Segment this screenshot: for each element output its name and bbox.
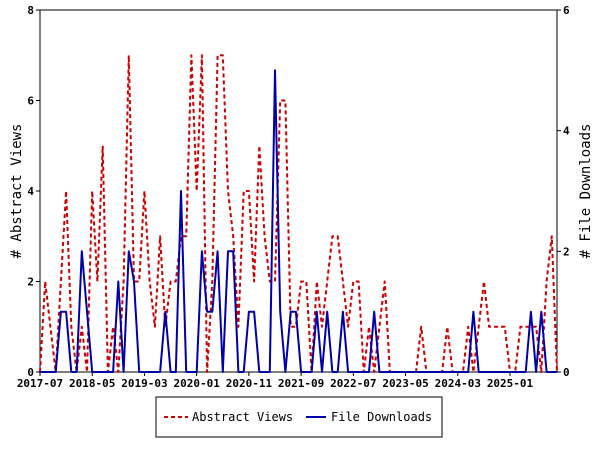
- x-tick-label: 2018-05: [69, 377, 115, 390]
- y-left-tick-label: 6: [27, 95, 34, 108]
- x-tick-label: 2019-03: [121, 377, 167, 390]
- y-right-tick-label: 2: [563, 245, 570, 258]
- series-layer: [39, 54, 558, 373]
- y-left-tick-label: 2: [27, 276, 34, 289]
- x-axis: 2017-07 2018-05 2019-03 2020-01 2020-11 2021-…: [17, 372, 534, 390]
- x-tick-label: 2023-05: [382, 377, 428, 390]
- x-tick-label: 2017-07: [17, 377, 63, 390]
- x-tick-label: 2020-01: [173, 377, 220, 390]
- x-tick-label: 2020-11: [226, 377, 273, 390]
- y-left-tick-label: 8: [27, 4, 34, 17]
- y-right-axis-label: # File Downloads: [578, 124, 594, 259]
- y-right-tick-label: 0: [563, 366, 570, 379]
- x-tick-label: 2024-03: [435, 377, 481, 390]
- legend-label-abstract-views: Abstract Views: [192, 410, 293, 424]
- left-axis: 0 2 4 6 8: [27, 4, 40, 379]
- y-left-axis-label: # Abstract Views: [9, 124, 25, 259]
- file-downloads-line: [40, 69, 557, 373]
- y-left-tick-label: 0: [27, 366, 34, 379]
- y-right-tick-label: 4: [563, 125, 570, 138]
- y-right-tick-label: 6: [563, 4, 570, 17]
- legend-label-file-downloads: File Downloads: [331, 410, 432, 424]
- legend: Abstract Views File Downloads: [155, 396, 443, 438]
- x-tick-label: 2022-07: [330, 377, 376, 390]
- right-axis: 0 2 4 6: [557, 4, 570, 379]
- legend-box: [155, 396, 443, 438]
- x-tick-label: 2025-01: [487, 377, 534, 390]
- y-left-tick-label: 4: [27, 185, 34, 198]
- x-tick-label: 2021-09: [278, 377, 324, 390]
